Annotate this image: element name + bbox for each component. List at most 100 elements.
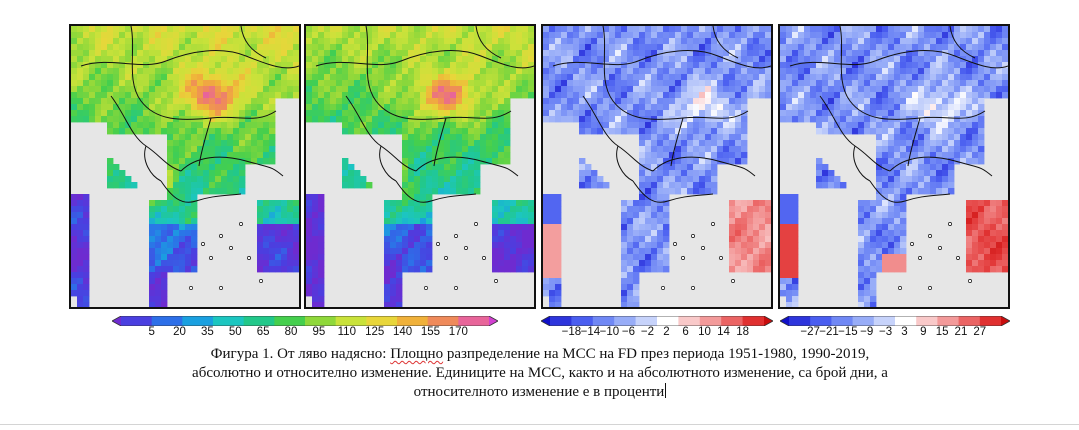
map-cell (372, 128, 379, 135)
map-cell (209, 38, 216, 45)
map-cell (474, 110, 481, 117)
map-cell (131, 62, 138, 69)
map-cell (516, 200, 523, 207)
map-cell (780, 50, 787, 57)
map-cell (456, 182, 463, 189)
map-cell (498, 200, 505, 207)
map-cell (342, 74, 349, 81)
map-cell (543, 254, 550, 261)
map-cell (633, 128, 640, 135)
map-cell (675, 56, 682, 63)
map-cell (543, 284, 550, 291)
map-cell (888, 38, 895, 45)
map-cell (173, 158, 180, 165)
map-cell (390, 200, 397, 207)
map-cell (735, 212, 742, 219)
map-cell (155, 32, 162, 39)
map-cell (675, 86, 682, 93)
spellcheck-underlined-word[interactable]: Площно (390, 346, 444, 362)
map-cell (816, 80, 823, 87)
map-cell (155, 86, 162, 93)
map-cell (717, 146, 724, 153)
map-cell (390, 38, 397, 45)
map-cell (888, 230, 895, 237)
map-cell (450, 50, 457, 57)
map-cell (245, 152, 252, 159)
map-cell (71, 242, 78, 249)
map-cell (942, 164, 949, 171)
map-cell (639, 86, 646, 93)
map-cell (876, 224, 883, 231)
map-cell (828, 80, 835, 87)
map-cell (396, 260, 403, 267)
map-cell (924, 110, 931, 117)
map-cell (209, 164, 216, 171)
map-cell (444, 158, 451, 165)
map-cell (143, 38, 150, 45)
map-cell (131, 44, 138, 51)
figure-caption[interactable]: Фигура 1. От ляво надясно: Площно разпре… (40, 345, 1040, 402)
map-cell (173, 266, 180, 273)
map-cell (900, 56, 907, 63)
map-cell (95, 62, 102, 69)
map-cell (342, 80, 349, 87)
map-cell (396, 206, 403, 213)
map-cell (810, 62, 817, 69)
map-cell (426, 86, 433, 93)
map-cell (155, 104, 162, 111)
map-cell (71, 248, 78, 255)
map-cell (510, 44, 517, 51)
map-cell (173, 176, 180, 183)
map-cell (912, 38, 919, 45)
map-cell (432, 122, 439, 129)
map-cell (269, 68, 276, 75)
map-cell (215, 176, 222, 183)
map-cell (450, 182, 457, 189)
map-cell (161, 86, 168, 93)
map-cell (414, 128, 421, 135)
map-cell (203, 74, 210, 81)
map-cell (101, 50, 108, 57)
map-cell (657, 164, 664, 171)
map-cell (597, 182, 604, 189)
map-cell (330, 26, 337, 33)
map-cell (426, 32, 433, 39)
map-cell (324, 80, 331, 87)
map-cell (894, 50, 901, 57)
map-cell (318, 206, 325, 213)
map-cell (549, 242, 556, 249)
colorbar-swatch (112, 316, 121, 326)
map-cell (717, 104, 724, 111)
map-cell (191, 122, 198, 129)
map-cell (966, 236, 973, 243)
colorbar-swatch (635, 316, 658, 326)
map-island (691, 286, 695, 290)
map-cell (251, 86, 258, 93)
map-cell (621, 260, 628, 267)
map-cell (342, 26, 349, 33)
map-cell (972, 218, 979, 225)
map-cell (759, 50, 766, 57)
map-cell (846, 50, 853, 57)
map-cell (870, 116, 877, 123)
map-cell (167, 266, 174, 273)
map-cell (318, 104, 325, 111)
map-cell (741, 92, 748, 99)
map-cell (173, 260, 180, 267)
map-cell (912, 146, 919, 153)
map-cell (173, 74, 180, 81)
map-cell (161, 80, 168, 87)
map-cell (699, 80, 706, 87)
map-cell (504, 152, 511, 159)
map-cell (864, 242, 871, 249)
map-cell (209, 110, 216, 117)
map-cell (185, 218, 192, 225)
map-cell (834, 86, 841, 93)
map-cell (257, 38, 264, 45)
map-cell (522, 92, 529, 99)
map-cell (125, 98, 132, 105)
map-cell (269, 44, 276, 51)
map-cell (239, 50, 246, 57)
map-cell (942, 128, 949, 135)
map-cell (906, 104, 913, 111)
